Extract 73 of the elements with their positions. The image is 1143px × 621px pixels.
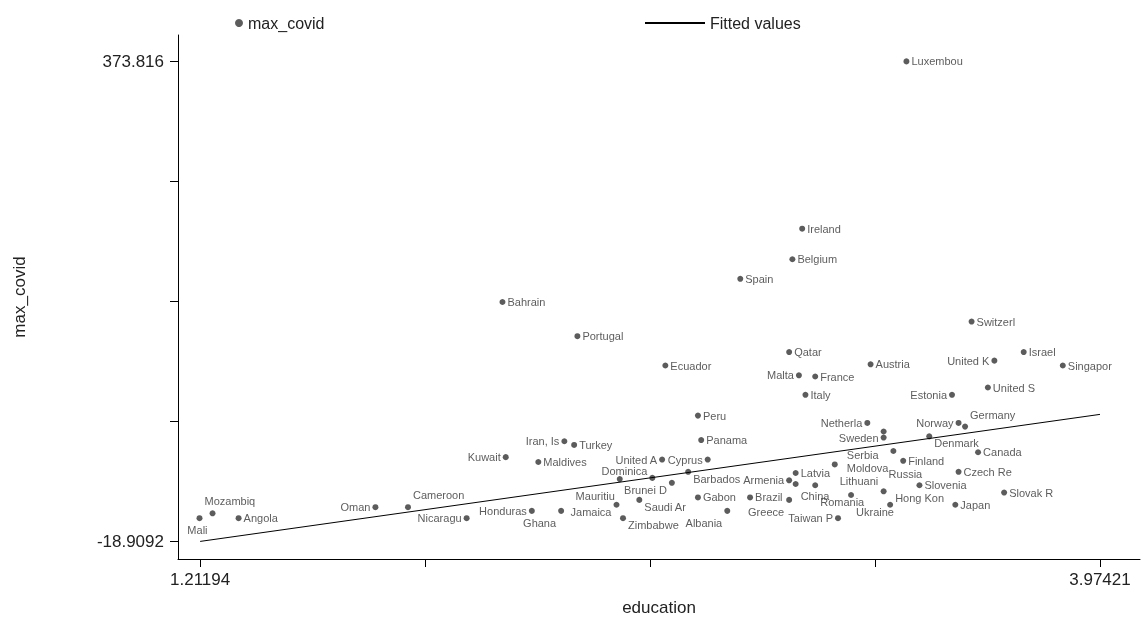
data-label: Singapor: [1067, 359, 1113, 372]
data-label: Denmark: [934, 437, 980, 450]
data-label: Slovenia: [924, 479, 968, 492]
data-label: Czech Re: [963, 465, 1012, 478]
y-tick-label: 373.816: [102, 52, 164, 72]
data-label: Japan: [960, 498, 991, 511]
data-label: Slovak R: [1009, 486, 1054, 499]
data-label: Zimbabwe: [628, 519, 679, 532]
data-label: Malta: [767, 369, 795, 382]
y-tick-label: -18.9092: [96, 531, 164, 551]
data-label: Spain: [745, 272, 774, 285]
data-label: Jamaica: [570, 505, 613, 518]
data-label: Mozambiq: [204, 495, 256, 508]
data-label: Dominica: [601, 464, 649, 477]
data-label: Qatar: [794, 346, 822, 359]
data-label: Portugal: [582, 330, 624, 343]
data-label: Maldives: [543, 456, 588, 469]
data-label: Lithuani: [839, 475, 879, 488]
x-tick-label: 3.97421: [1069, 570, 1131, 589]
data-label: Mali: [187, 524, 208, 537]
data-label: Bahrain: [507, 296, 546, 309]
data-label: Angola: [243, 512, 279, 525]
data-label: Estonia: [910, 388, 948, 401]
data-label: Latvia: [800, 467, 831, 480]
data-label: Iran, Is: [525, 435, 560, 448]
data-label: Norway: [916, 416, 955, 429]
data-label: Oman: [340, 501, 371, 514]
data-label: France: [820, 370, 855, 383]
data-label: Germany: [970, 408, 1016, 421]
data-label: Gabon: [702, 491, 736, 504]
data-label: Peru: [702, 409, 727, 422]
data-label: Cyprus: [667, 453, 704, 466]
data-label: Serbia: [846, 448, 880, 461]
data-label: Taiwan P: [788, 512, 834, 525]
data-label: Cameroon: [412, 489, 465, 502]
x-axis-title: education: [622, 598, 696, 617]
data-label: Kuwait: [467, 451, 501, 464]
data-label: Hong Kon: [895, 491, 945, 504]
data-label: Albania: [685, 516, 724, 529]
y-axis-title: max_covid: [10, 256, 29, 338]
data-label: United K: [947, 354, 991, 367]
data-label: Honduras: [479, 504, 528, 517]
data-label: Ukraine: [856, 506, 894, 518]
data-label: United A: [615, 453, 658, 466]
data-label: Brunei D: [624, 483, 667, 496]
data-label: Turkey: [579, 438, 613, 451]
data-label: Armenia: [743, 474, 786, 487]
legend-label: max_covid: [248, 14, 325, 33]
data-label: Italy: [810, 388, 832, 401]
data-label: Canada: [983, 446, 1023, 459]
data-label: Russia: [888, 468, 924, 481]
data-label: Netherla: [820, 416, 864, 429]
data-label: Ecuador: [670, 359, 712, 372]
data-label: Brazil: [755, 491, 783, 504]
data-label: Greece: [748, 505, 785, 518]
data-label: Israel: [1028, 346, 1056, 359]
data-label: Belgium: [797, 253, 838, 266]
data-label: Moldova: [846, 462, 890, 475]
data-label: Austria: [875, 358, 911, 371]
data-label: Panama: [706, 434, 749, 447]
data-label: Ireland: [807, 222, 841, 235]
data-label: Finland: [908, 454, 945, 467]
data-label: Mauritiu: [575, 490, 615, 503]
data-label: Barbados: [693, 472, 741, 485]
data-label: Luxembou: [911, 55, 963, 68]
data-label: Switzerl: [976, 315, 1016, 328]
data-label: Saudi Ar: [644, 500, 687, 513]
legend-label: Fitted values: [710, 14, 801, 32]
data-label: Ghana: [523, 516, 557, 529]
data-label: United S: [992, 381, 1036, 394]
x-tick-label: 1.21194: [170, 570, 231, 589]
data-label: Nicaragu: [417, 512, 462, 525]
data-label: Sweden: [838, 432, 879, 445]
